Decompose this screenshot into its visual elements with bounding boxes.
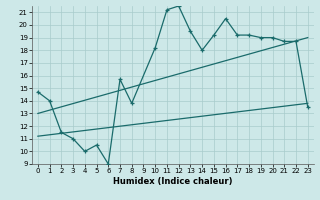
X-axis label: Humidex (Indice chaleur): Humidex (Indice chaleur) <box>113 177 233 186</box>
